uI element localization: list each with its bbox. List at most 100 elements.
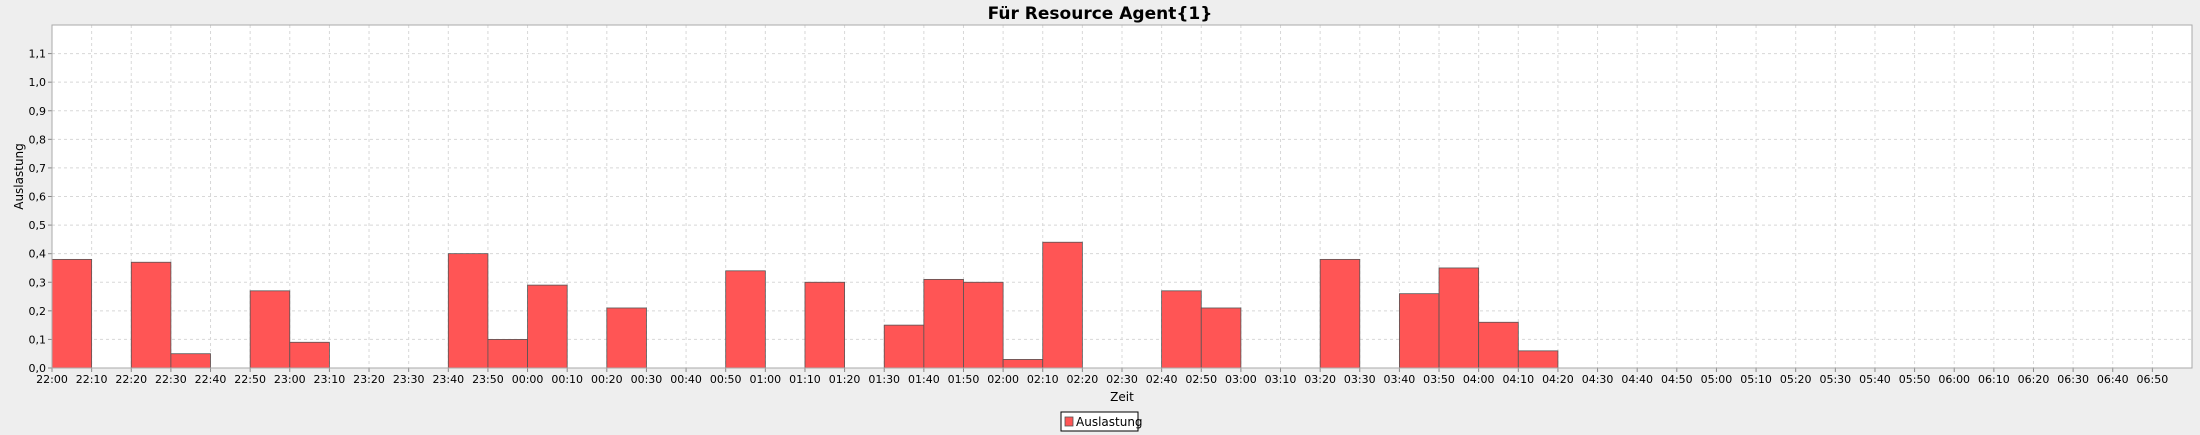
- bar: [1002, 359, 1044, 369]
- y-tick-label: 1,0: [29, 76, 47, 89]
- x-tick-label: 05:30: [1819, 373, 1851, 386]
- y-tick-label: 0,6: [29, 191, 47, 204]
- x-tick-label: 06:10: [1978, 373, 2010, 386]
- x-tick-label: 23:40: [432, 373, 464, 386]
- x-tick-label: 01:40: [908, 373, 940, 386]
- bar: [1478, 321, 1519, 369]
- x-tick-label: 03:20: [1304, 373, 1336, 386]
- x-tick-label: 22:30: [155, 373, 187, 386]
- y-tick-label: 0,0: [29, 362, 47, 375]
- x-tick-label: 22:20: [115, 373, 147, 386]
- x-tick-label: 23:10: [314, 373, 346, 386]
- x-tick-label: 02:30: [1106, 373, 1138, 386]
- x-tick-label: 01:50: [948, 373, 980, 386]
- x-tick-label: 04:20: [1542, 373, 1574, 386]
- x-tick-label: 02:10: [1027, 373, 1059, 386]
- x-tick-label: 04:40: [1621, 373, 1653, 386]
- x-tick-label: 22:00: [36, 373, 68, 386]
- bar: [51, 258, 93, 369]
- tick-labels: 0,0 0,1 0,2 0,3 0,4 0,5 0,6 0,7 0,8 0,9 1,0 1,1 22:0…: [29, 48, 2169, 386]
- x-tick-label: 05:10: [1740, 373, 1772, 386]
- bar: [923, 278, 964, 369]
- bar: [883, 324, 925, 369]
- x-tick-label: 01:00: [749, 373, 781, 386]
- bar: [804, 281, 845, 369]
- x-tick-label: 01:30: [868, 373, 900, 386]
- bars: [51, 241, 1559, 369]
- bar: [1200, 307, 1242, 369]
- bar: [1438, 267, 1480, 369]
- x-tick-label: 00:10: [551, 373, 583, 386]
- legend-label: Auslastung: [1076, 415, 1143, 429]
- x-tick-label: 04:30: [1582, 373, 1614, 386]
- y-tick-label: 0,3: [29, 276, 47, 289]
- x-tick-label: 05:40: [1859, 373, 1891, 386]
- x-tick-label: 22:10: [76, 373, 108, 386]
- x-tick-label: 23:50: [472, 373, 504, 386]
- x-tick-label: 04:50: [1661, 373, 1693, 386]
- bar: [527, 284, 568, 369]
- bar: [963, 281, 1004, 369]
- x-tick-label: 03:40: [1384, 373, 1416, 386]
- bar: [606, 307, 647, 369]
- grid-lines: [52, 25, 2192, 368]
- x-tick-label: 23:30: [393, 373, 425, 386]
- x-tick-label: 03:00: [1225, 373, 1257, 386]
- chart-title: Für Resource Agent{1}: [988, 4, 1213, 24]
- x-tick-label: 02:50: [1185, 373, 1217, 386]
- x-tick-label: 04:00: [1463, 373, 1495, 386]
- bar: [1161, 290, 1202, 369]
- x-tick-label: 00:20: [591, 373, 623, 386]
- x-tick-label: 05:20: [1780, 373, 1812, 386]
- x-tick-label: 23:20: [353, 373, 385, 386]
- x-tick-label: 03:50: [1423, 373, 1455, 386]
- y-tick-label: 0,8: [29, 133, 47, 146]
- x-tick-label: 00:40: [670, 373, 702, 386]
- legend-box: [1060, 411, 1139, 432]
- y-tick-label: 1,1: [29, 48, 47, 61]
- bar: [1042, 241, 1083, 369]
- axes: [48, 24, 2193, 372]
- y-tick-label: 0,2: [29, 305, 47, 318]
- x-tick-label: 00:30: [631, 373, 663, 386]
- y-tick-label: 0,1: [29, 333, 47, 346]
- bar: [1517, 350, 1559, 369]
- x-tick-label: 00:50: [710, 373, 742, 386]
- x-tick-label: 06:00: [1938, 373, 1970, 386]
- x-tick-label: 00:00: [512, 373, 544, 386]
- x-tick-label: 01:20: [829, 373, 861, 386]
- legend: Auslastung: [1060, 411, 1143, 432]
- x-tick-label: 02:00: [987, 373, 1019, 386]
- x-tick-label: 06:20: [2018, 373, 2050, 386]
- bar: [725, 270, 766, 369]
- x-tick-label: 01:10: [789, 373, 821, 386]
- x-tick-label: 05:00: [1701, 373, 1733, 386]
- x-axis-label: Zeit: [1110, 390, 1134, 404]
- x-tick-label: 23:00: [274, 373, 306, 386]
- y-tick-label: 0,5: [29, 219, 47, 232]
- y-tick-label: 0,9: [29, 105, 47, 118]
- y-tick-label: 0,4: [29, 248, 47, 261]
- bar: [289, 341, 330, 369]
- x-tick-label: 03:10: [1265, 373, 1297, 386]
- x-tick-label: 22:50: [234, 373, 266, 386]
- x-tick-label: 04:10: [1502, 373, 1534, 386]
- y-axis-label: Auslastung: [12, 143, 26, 210]
- bar: [130, 261, 172, 369]
- bar: [1319, 258, 1361, 369]
- bar: [170, 353, 211, 369]
- bar: [487, 339, 528, 369]
- x-tick-label: 05:50: [1899, 373, 1931, 386]
- plot-border: [51, 24, 2193, 369]
- x-tick-label: 03:30: [1344, 373, 1376, 386]
- bar: [249, 290, 291, 369]
- x-tick-label: 06:50: [2137, 373, 2169, 386]
- bar: [447, 253, 489, 369]
- bar: [1399, 293, 1440, 369]
- x-tick-label: 02:20: [1067, 373, 1099, 386]
- y-tick-label: 0,7: [29, 162, 47, 175]
- x-tick-label: 06:30: [2057, 373, 2089, 386]
- x-tick-label: 02:40: [1146, 373, 1178, 386]
- legend-swatch: [1064, 416, 1074, 427]
